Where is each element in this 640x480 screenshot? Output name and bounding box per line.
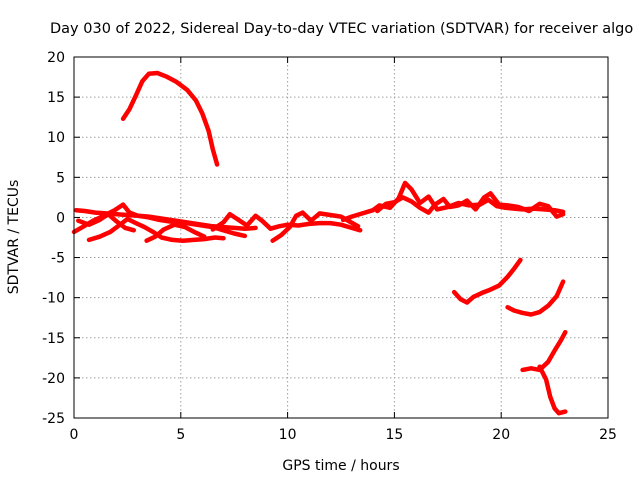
y-tick-label: -25 <box>42 411 65 427</box>
series-line-arc-m <box>537 364 568 416</box>
grid <box>74 57 608 418</box>
series-line-arc-high <box>120 70 220 167</box>
x-axis-label: GPS time / hours <box>282 458 399 474</box>
series-line-arc-h <box>340 180 566 223</box>
chart-title: Day 030 of 2022, Sidereal Day-to-day VTE… <box>50 21 633 37</box>
y-tick-label: 15 <box>47 90 65 106</box>
y-tick-label: -5 <box>51 251 65 267</box>
series-line-arc-j <box>451 257 523 305</box>
y-tick-label: 10 <box>47 130 65 146</box>
series-line-arc-l <box>520 329 568 373</box>
y-tick-label: -10 <box>42 291 65 307</box>
series-line-arc-e <box>144 222 207 243</box>
x-tick-label: 25 <box>599 427 617 443</box>
plot-frame <box>73 56 609 419</box>
series-line-arc-k <box>505 279 566 317</box>
y-tick-label: -15 <box>42 331 65 347</box>
y-tick-label: 5 <box>56 170 65 186</box>
series-line-arc-i <box>375 191 566 219</box>
x-tick-label: 10 <box>279 427 297 443</box>
axis-ticks: 0 5 10 15 20 25 -25 -20 -15 -10 -5 0 5 10 15 20 <box>42 50 617 443</box>
y-tick-label: 20 <box>47 50 65 66</box>
y-axis-label: SDTVAR / TECUs <box>6 180 22 295</box>
x-tick-label: 0 <box>70 427 79 443</box>
series-line-arc-f <box>210 211 363 233</box>
x-tick-label: 15 <box>385 427 403 443</box>
series-line-arc-d <box>76 211 137 233</box>
x-tick-label: 20 <box>492 427 510 443</box>
series-line-arc-c <box>86 216 226 243</box>
y-tick-label: -20 <box>42 371 65 387</box>
y-tick-label: 0 <box>56 210 65 226</box>
x-tick-label: 5 <box>176 427 185 443</box>
series-line-arc-b <box>73 207 258 231</box>
series-group <box>71 70 568 416</box>
